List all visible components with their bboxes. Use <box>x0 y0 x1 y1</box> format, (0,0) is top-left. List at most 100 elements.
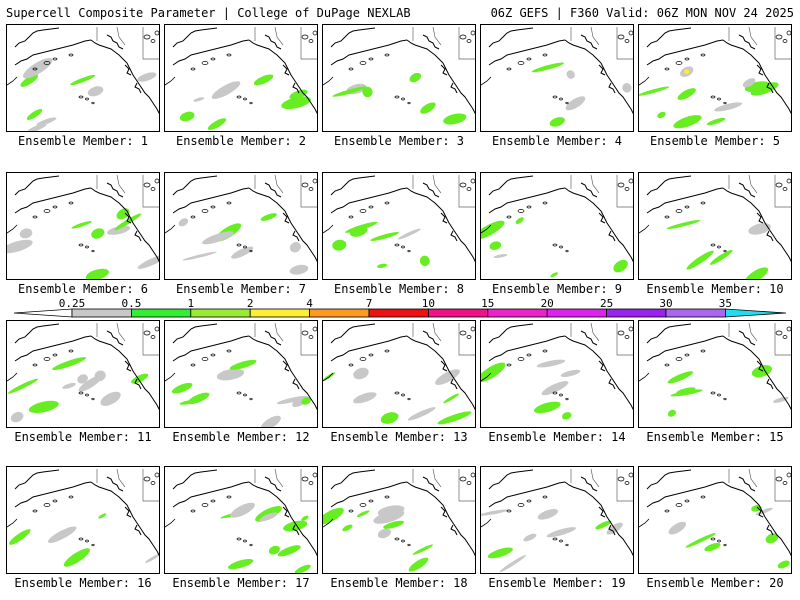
coastline <box>134 230 142 242</box>
coastline <box>766 378 774 390</box>
map-canvas <box>165 26 317 130</box>
ensemble-panel-19 <box>480 466 634 574</box>
political-border <box>590 322 600 342</box>
island <box>226 495 232 499</box>
island <box>775 34 783 40</box>
island <box>68 201 74 205</box>
ensemble-member-label: Ensemble Member: 5 <box>649 134 781 148</box>
island <box>32 363 38 367</box>
island <box>517 503 525 507</box>
ensemble-panel-17 <box>164 466 318 574</box>
island <box>401 393 405 397</box>
map-canvas <box>323 26 475 125</box>
island <box>243 245 247 249</box>
island <box>368 499 374 503</box>
coastline <box>172 335 250 362</box>
island <box>85 245 89 249</box>
coastline <box>440 212 448 224</box>
scp-contour-gray <box>523 533 537 542</box>
ensemble-member-label: Ensemble Member: 3 <box>333 134 465 148</box>
island <box>470 326 475 332</box>
scp-contour-green <box>98 513 107 519</box>
island <box>394 243 400 247</box>
coastline <box>450 524 458 536</box>
island <box>249 101 253 105</box>
island <box>32 67 38 71</box>
island <box>628 30 633 36</box>
island <box>700 53 706 57</box>
political-border <box>748 26 758 46</box>
scp-contour-green <box>595 520 612 530</box>
scp-contour-green <box>561 412 572 420</box>
scp-contour-green <box>9 529 31 545</box>
scp-contour-green <box>332 86 367 97</box>
scp-contour-gray <box>353 367 369 380</box>
political-border <box>458 27 475 60</box>
coastline <box>165 518 176 528</box>
scp-contour-gray <box>230 502 255 518</box>
island <box>401 539 405 543</box>
coastline <box>106 330 124 346</box>
coastline <box>608 230 616 242</box>
island <box>717 97 721 101</box>
political-border <box>616 175 633 208</box>
political-border <box>616 323 633 356</box>
coastline <box>564 187 633 263</box>
scp-contour-gray <box>714 102 743 112</box>
political-border <box>616 469 633 502</box>
island <box>210 353 216 357</box>
island <box>542 201 548 205</box>
scp-contour-green <box>666 219 701 230</box>
coastline <box>124 64 132 76</box>
scp-contour-green <box>229 359 257 370</box>
island <box>675 503 683 507</box>
coastline <box>440 360 448 372</box>
scp-contour-green <box>531 62 565 73</box>
island <box>210 57 216 61</box>
island <box>236 95 242 99</box>
island <box>91 397 95 401</box>
coastline <box>248 39 317 115</box>
scp-contour-gray <box>541 381 569 396</box>
island <box>617 330 625 336</box>
island <box>68 53 74 57</box>
island <box>700 495 706 499</box>
scp-contour-green <box>487 547 513 559</box>
island <box>559 393 563 397</box>
coastline <box>738 330 756 346</box>
island <box>723 397 727 401</box>
island <box>150 335 156 339</box>
coastline <box>248 335 317 411</box>
scp-contour-gray <box>202 231 234 245</box>
scp-contour-green <box>550 272 559 278</box>
coastline <box>282 212 290 224</box>
coastline <box>722 335 791 411</box>
ensemble-panel-5 <box>638 24 792 132</box>
scp-contour-green <box>420 102 436 114</box>
scp-contour-green <box>412 544 434 555</box>
island <box>52 205 58 209</box>
scp-contour-green <box>253 74 274 86</box>
scp-contour-green <box>409 72 422 83</box>
island <box>32 215 38 219</box>
scp-contour-green <box>26 109 43 120</box>
scp-contour-green <box>294 564 311 573</box>
colorbar-tick-label: 2 <box>246 297 254 310</box>
coastline <box>766 82 774 94</box>
scp-contour-gray <box>145 553 159 563</box>
political-border <box>432 468 442 488</box>
coastline <box>264 182 282 198</box>
scp-contour-gray <box>100 391 121 406</box>
ensemble-member-label: Ensemble Member: 1 <box>17 134 149 148</box>
coastline <box>722 187 791 263</box>
coastline <box>422 34 440 50</box>
island <box>617 34 625 40</box>
coastline <box>646 187 724 214</box>
coastline <box>165 372 176 382</box>
map-canvas <box>7 26 159 131</box>
coastline <box>134 82 142 94</box>
coastline <box>450 82 458 94</box>
island <box>565 101 569 105</box>
island <box>506 67 512 71</box>
ensemble-member-label: Ensemble Member: 14 <box>488 430 626 444</box>
